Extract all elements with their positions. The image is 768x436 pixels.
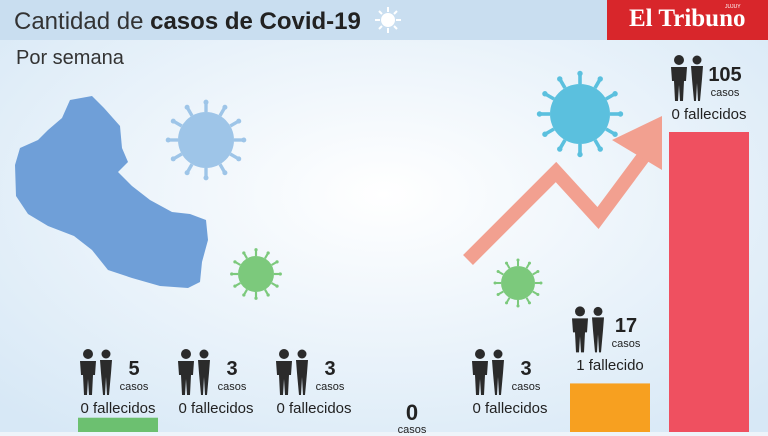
person-icon [592,306,604,353]
person-icon [472,349,488,395]
deaths-label: 1 fallecido [576,357,644,375]
chart-title: Cantidad de casos de Covid-19 [14,6,402,36]
deaths-label: 0 fallecidos [671,106,747,123]
count-label: 0 [405,400,419,425]
unit-label: casos [217,381,247,393]
person-icon [492,349,504,395]
virus-icon [536,70,624,158]
title-prefix: Cantidad de [14,8,144,35]
person-icon [691,55,703,101]
count-label: 3 [324,358,336,380]
title-bar: Cantidad de casos de Covid-19 [0,0,610,40]
brand-region: JUJUY [725,4,741,10]
data-bar [669,132,749,432]
unit-label: casos [611,338,641,351]
unit-label: casos [397,424,427,436]
data-bar [78,417,158,432]
person-icon [296,349,308,395]
brand-logo: El Tribuno JUJUY [607,0,768,40]
chart-subtitle: Por semana [16,47,124,69]
virus-icon [165,99,247,181]
virus-icon [230,248,282,300]
province-map [15,96,208,288]
person-icon [671,55,687,101]
deaths-label: 0 fallecidos [472,400,548,417]
unit-label: casos [119,381,149,393]
unit-label: casos [315,381,345,393]
count-label: 105 [708,64,742,86]
count-label: 17 [614,315,638,338]
person-icon [100,349,112,395]
person-icon [80,349,96,395]
person-icon [276,349,292,395]
trend-arrow-head [612,116,662,170]
title-bold: casos de Covid-19 [150,8,361,35]
person-icon [178,349,194,395]
count-label: 5 [128,358,140,380]
brand-name: El Tribuno [629,5,746,32]
virus-icon [374,7,401,33]
unit-label: casos [511,381,541,393]
count-label: 3 [226,358,238,380]
deaths-label: 0 fallecidos [80,400,156,417]
trend-arrow [463,143,656,265]
deaths-label: 0 fallecidos [276,400,352,417]
person-icon [198,349,210,395]
data-bar [570,383,650,432]
count-label: 3 [520,358,532,380]
unit-label: casos [710,87,740,99]
deaths-label: 0 fallecidos [178,400,254,417]
person-icon [572,306,588,353]
virus-icon [493,258,543,308]
